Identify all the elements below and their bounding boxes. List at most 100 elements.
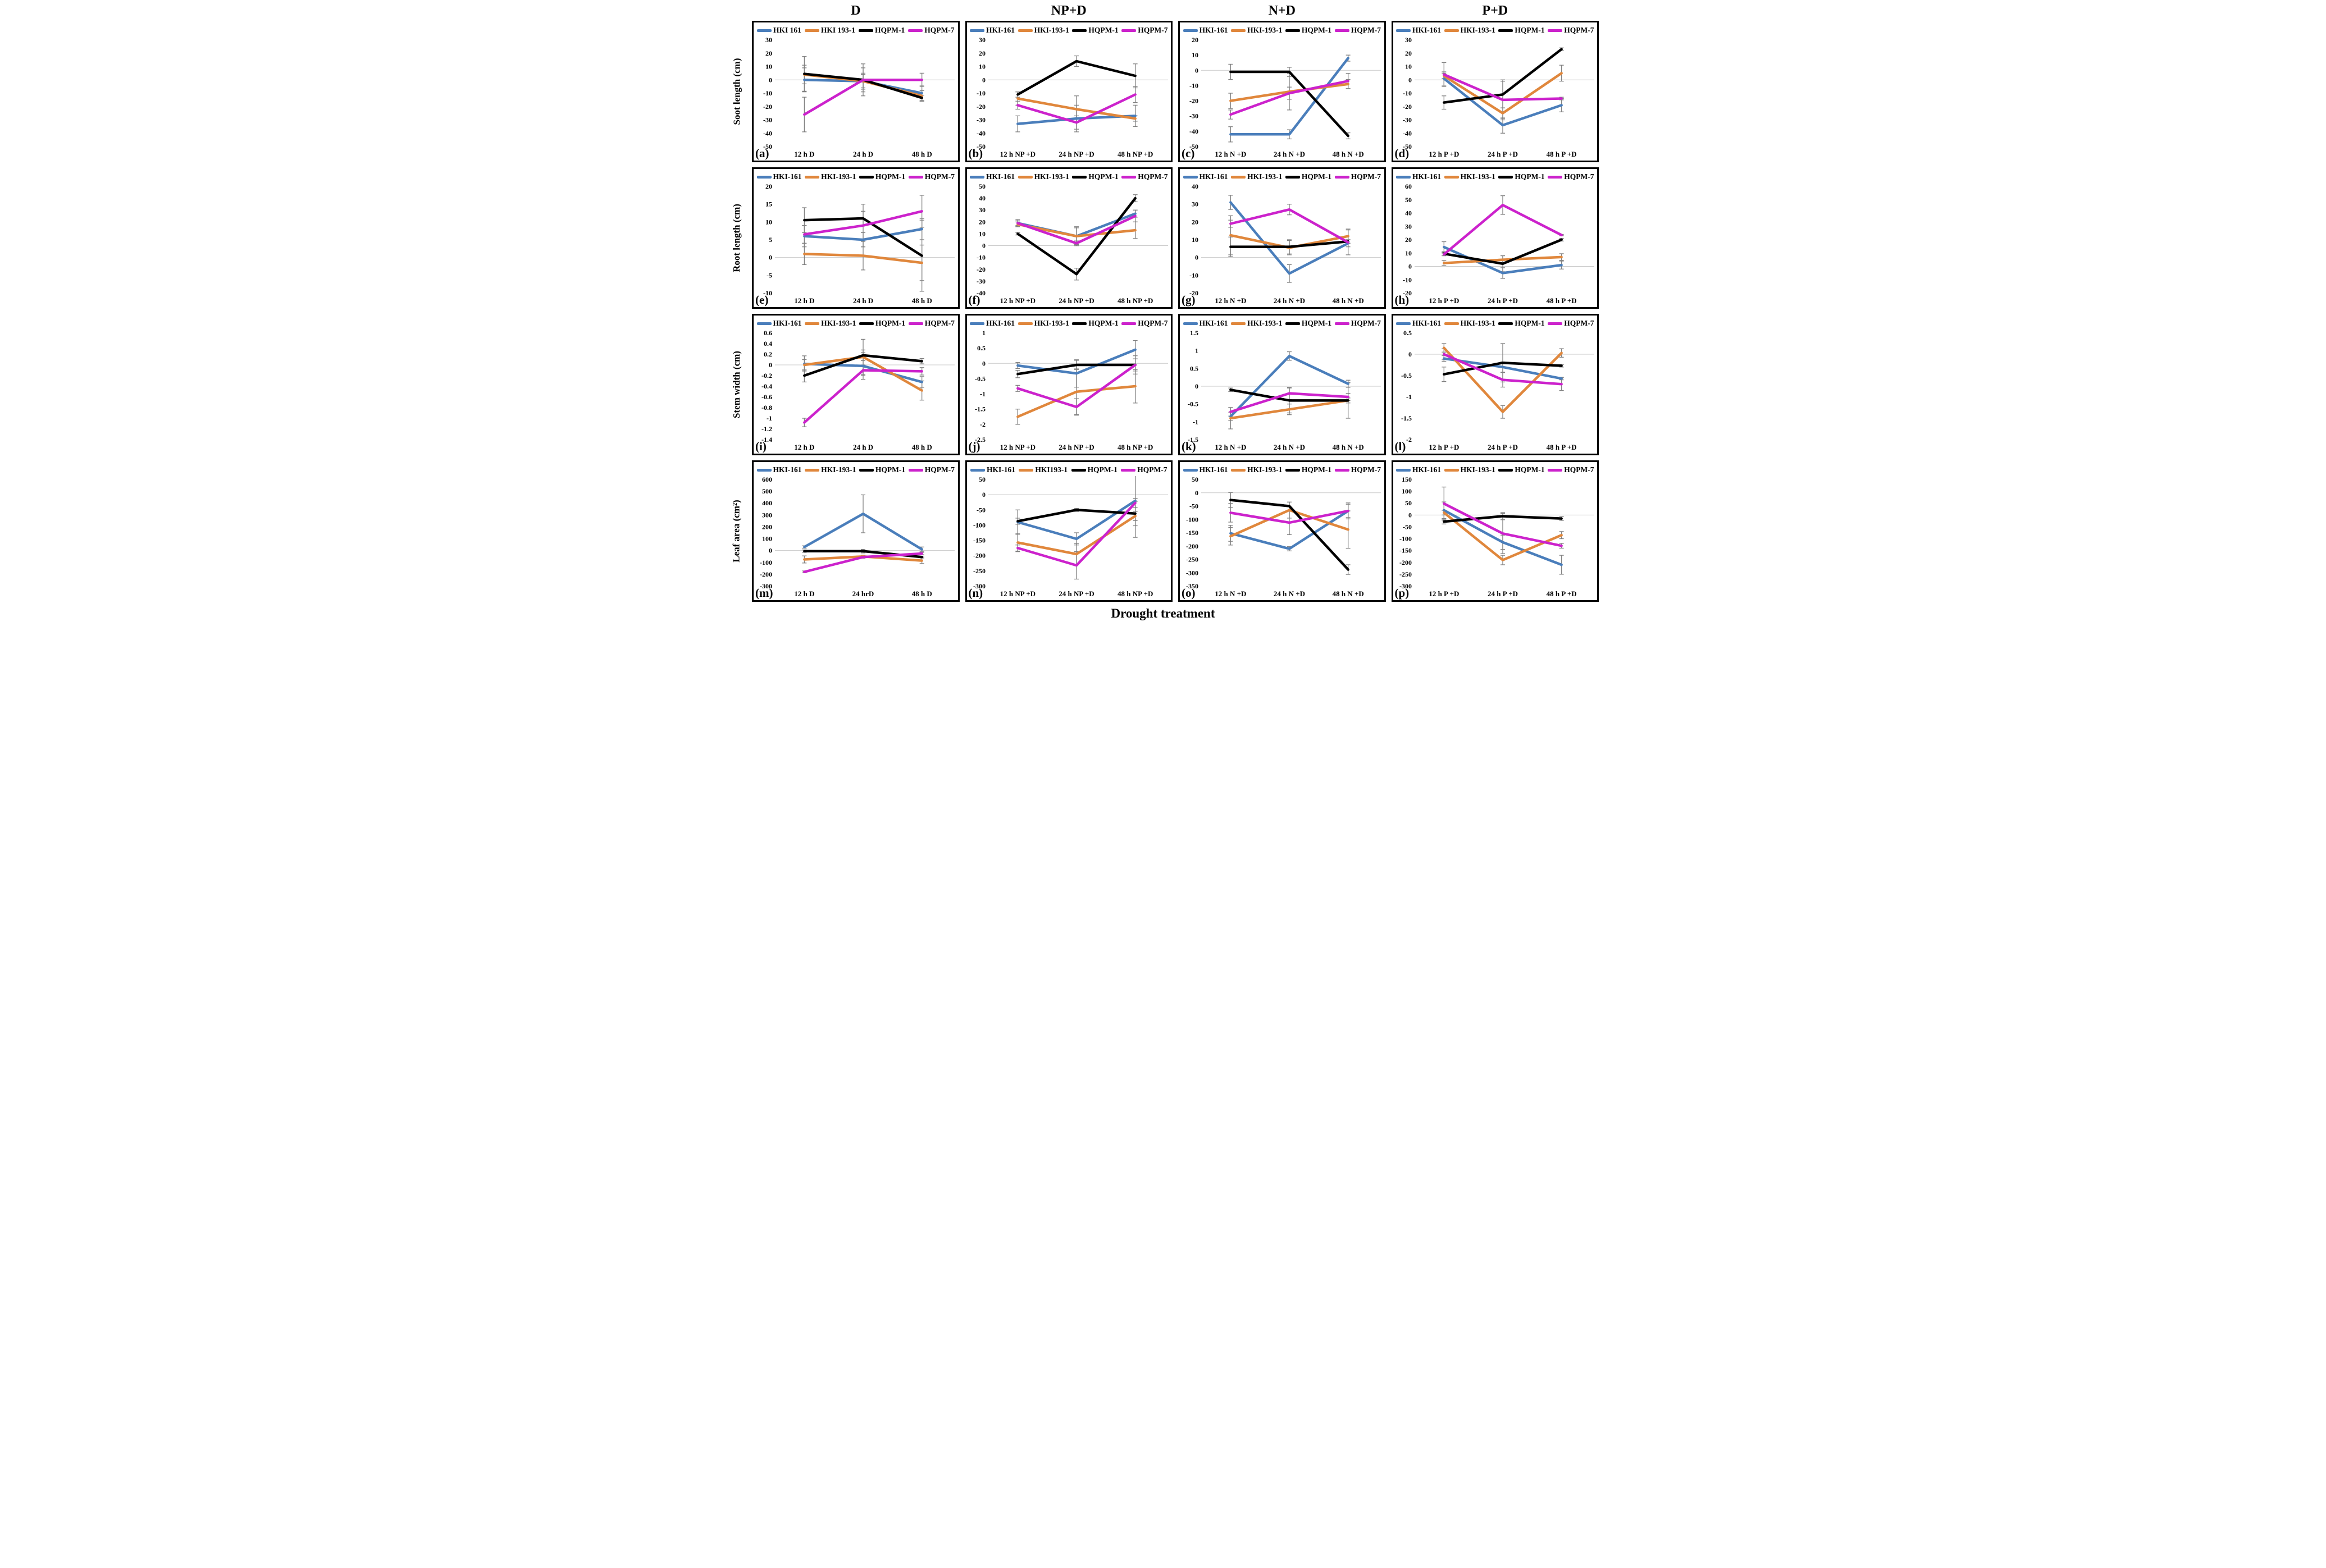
x-tick-label: 48 h P +D — [1546, 589, 1576, 598]
x-tick-label: 48 h P +D — [1546, 150, 1576, 158]
panel-letter: (a) — [755, 147, 769, 160]
series-line-hqpm-7 — [1442, 204, 1563, 256]
chart-panel-m: HKI-161 HKI-193-1 HQPM-1 HQPM-7 600 500 400 300… — [752, 460, 960, 602]
legend-line-swatch — [1072, 322, 1087, 325]
legend-item: HKI-161 — [970, 319, 1015, 328]
legend-line-swatch — [1444, 322, 1459, 325]
chart-panel-h: HKI-161 HKI-193-1 HQPM-1 HQPM-7 60 50 40 30 20 10… — [1391, 167, 1599, 309]
legend-label: HKI-193-1 — [821, 465, 856, 474]
y-tick-label: 20 — [1405, 49, 1412, 57]
y-tick-label: 5 — [769, 236, 772, 244]
legend-line-swatch — [805, 322, 820, 325]
chart-panel-n: HKI-161 HKI193-1 HQPM-1 HQPM-7 50 0 -50 -100 -15… — [965, 460, 1173, 602]
x-tick-label: 24 h NP +D — [1059, 296, 1094, 305]
legend-item: HKI-193-1 — [1231, 172, 1282, 181]
series-line-hqpm-1 — [1442, 238, 1563, 265]
chart-legend: HKI-161 HKI-193-1 HQPM-1 HQPM-7 — [967, 24, 1171, 36]
legend-label: HQPM-1 — [875, 465, 906, 474]
legend-item: HQPM-1 — [1498, 465, 1545, 474]
legend-item: HQPM-7 — [1121, 172, 1167, 181]
legend-label: HQPM-1 — [875, 319, 906, 327]
series-line-hqpm-7 — [1016, 214, 1137, 245]
legend-label: HKI-193-1 — [1034, 172, 1069, 181]
legend-line-swatch — [1285, 29, 1300, 32]
y-tick-label: 0 — [1195, 489, 1198, 497]
x-tick-label: 48 h N +D — [1333, 443, 1364, 451]
legend-item: HKI-193-1 — [1018, 319, 1069, 328]
y-tick-label: -20 — [977, 103, 986, 111]
x-tick-label: 24 h NP +D — [1059, 589, 1094, 598]
y-tick-label: -1 — [1193, 418, 1198, 426]
x-tick-label: 12 h P +D — [1429, 443, 1459, 451]
legend-line-swatch — [1121, 175, 1137, 179]
legend-item: HQPM-7 — [908, 26, 954, 35]
y-tick-label: 50 — [1405, 499, 1412, 507]
legend-item: HQPM-1 — [1285, 465, 1331, 474]
y-tick-label: -2 — [1406, 436, 1412, 444]
y-tick-label: -350 — [1186, 582, 1198, 590]
chart-panel-c: HKI-161 HKI-193-1 HQPM-1 HQPM-7 20 10 0 -10 -20 -… — [1178, 21, 1386, 162]
y-tick-label: 0 — [1408, 76, 1412, 84]
chart-panel-e: HKI-161 HKI-193-1 HQPM-1 HQPM-7 20 15 10 5 0 -5 -1… — [752, 167, 960, 309]
y-tick-label: 60 — [1405, 183, 1412, 190]
y-tick-label: 0.2 — [764, 350, 772, 358]
chart-legend: HKI-161 HKI-193-1 HQPM-1 HQPM-7 — [1393, 171, 1598, 183]
legend-line-swatch — [1285, 468, 1300, 472]
legend-line-swatch — [908, 175, 923, 179]
legend-label: HQPM-1 — [1301, 465, 1332, 474]
x-tick-label: 24 h NP +D — [1059, 443, 1094, 451]
series-line-hqpm-7 — [1229, 80, 1349, 116]
legend-line-swatch — [970, 29, 985, 32]
series-line-hki-193-1 — [1442, 511, 1563, 561]
y-tick-label: 0 — [769, 361, 772, 369]
legend-item: HKI-193-1 — [1231, 465, 1282, 474]
line-chart: 30 20 10 0 -10 -20 -30 -40 -50 12 h P +D 24 h P +D… — [1403, 36, 1594, 158]
row-label-cell-shoot: Soot length (cm) — [727, 21, 746, 162]
legend-line-swatch — [1285, 175, 1300, 179]
x-tick-label: 12 h D — [794, 150, 814, 158]
line-chart: 20 10 0 -10 -20 -30 -40 -50 12 h N +D 24 h N +D 48… — [1189, 36, 1381, 158]
legend-label: HQPM-7 — [924, 465, 955, 474]
y-tick-label: -300 — [1399, 582, 1412, 590]
legend-line-swatch — [1183, 468, 1198, 472]
line-chart: 20 15 10 5 0 -5 -10 12 h D 24 h D 48 h D — [763, 183, 955, 305]
y-tick-label: 100 — [762, 535, 772, 543]
legend-label: HQPM-7 — [1351, 465, 1381, 474]
legend-line-swatch — [908, 322, 923, 325]
legend-item: HKI-161 — [756, 172, 802, 181]
y-tick-label: 20 — [979, 49, 986, 57]
panel-slot: HKI-161 HKI-193-1 HQPM-1 HQPM-7 150 100 50 0 -50… — [1391, 460, 1599, 602]
series-line-hki-193-1 — [803, 355, 923, 392]
legend-line-swatch — [970, 322, 985, 325]
legend-line-swatch — [805, 468, 820, 472]
y-tick-label: -100 — [1399, 535, 1412, 543]
legend-label: HKI-161 — [1199, 26, 1228, 34]
legend-item: HQPM-1 — [1072, 26, 1119, 35]
legend-label: HQPM-1 — [1515, 172, 1545, 181]
series-line-hqpm-7 — [803, 79, 923, 116]
panel-letter: (l) — [1394, 440, 1406, 453]
x-tick-label: 24 h D — [853, 150, 873, 158]
y-tick-label: -20 — [763, 103, 772, 111]
y-tick-label: 1 — [1195, 347, 1198, 355]
series-line-hqpm-1 — [1442, 48, 1563, 104]
y-tick-label: -0.8 — [761, 404, 772, 412]
legend-label: HKI-193-1 — [1247, 319, 1283, 327]
legend-item: HQPM-1 — [859, 465, 905, 474]
y-tick-label: -50 — [1189, 143, 1198, 150]
legend-line-swatch — [1231, 175, 1246, 179]
chart-legend: HKI-161 HKI-193-1 HQPM-1 HQPM-7 — [1180, 317, 1384, 330]
series-line-hki-161 — [1229, 201, 1349, 275]
x-tick-label: 12 h D — [794, 443, 814, 451]
series-line-hki-193-1 — [1229, 83, 1349, 102]
y-tick-label: 0 — [1408, 350, 1412, 358]
legend-label: HKI-161 — [1199, 465, 1228, 474]
legend-item: HQPM-1 — [859, 319, 905, 328]
column-header-nd: N+D — [1268, 3, 1296, 18]
legend-label: HKI-193-1 — [821, 319, 856, 327]
legend-line-swatch — [908, 29, 923, 32]
legend-item: HKI-193-1 — [1444, 319, 1495, 328]
y-tick-label: -40 — [1403, 129, 1412, 137]
legend-line-swatch — [970, 468, 985, 472]
series-line-hki-193-1 — [803, 253, 923, 264]
